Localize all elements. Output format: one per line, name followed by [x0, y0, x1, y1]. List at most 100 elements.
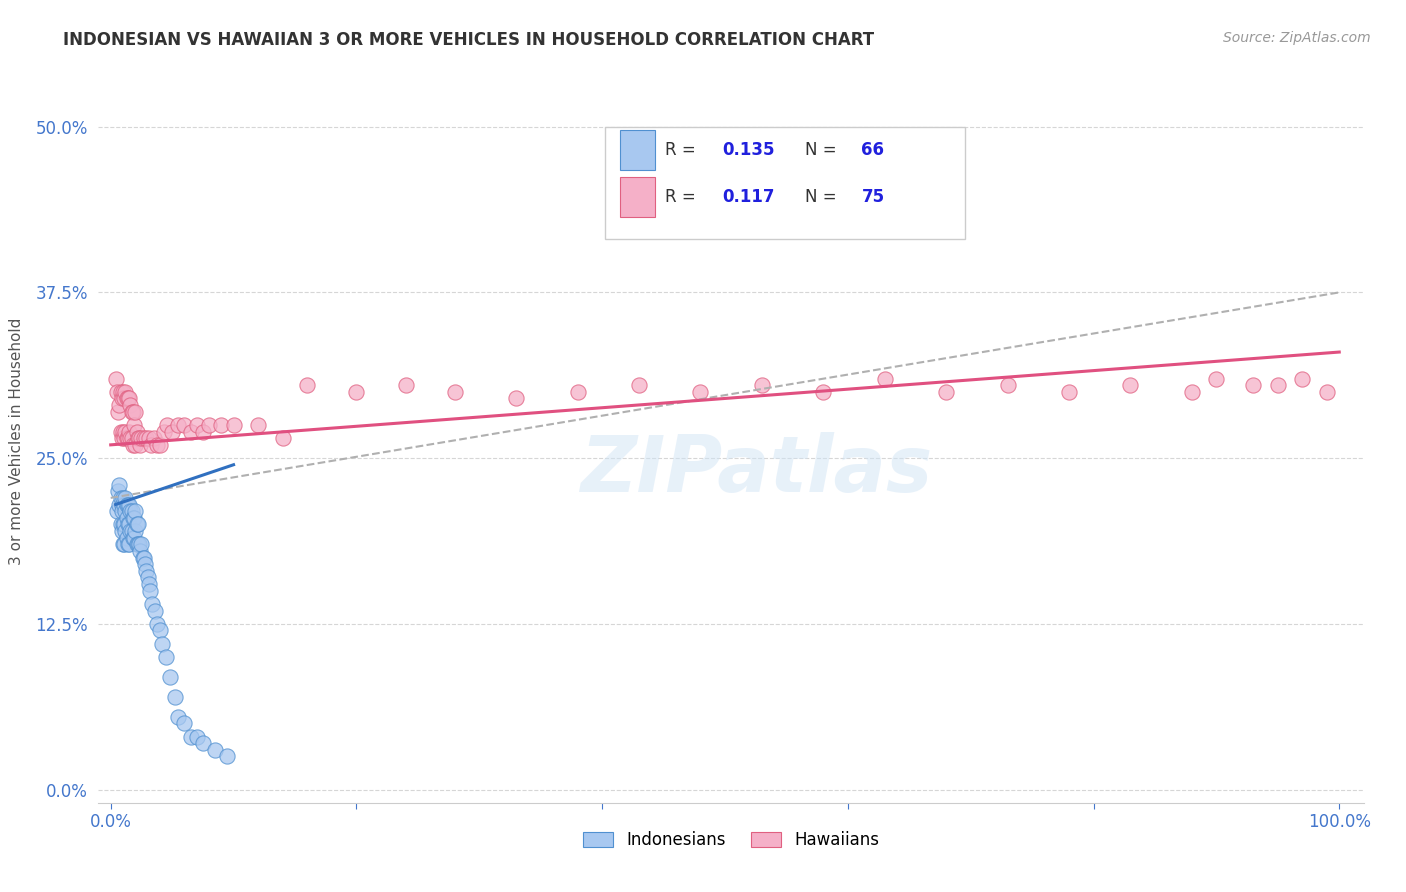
Point	[163, 690, 186, 704]
Point	[443, 384, 465, 399]
Point	[114, 384, 136, 399]
Point	[117, 392, 139, 406]
Point	[180, 730, 202, 744]
Point	[104, 371, 127, 385]
Text: 66: 66	[862, 141, 884, 159]
Point	[120, 504, 142, 518]
Point	[222, 417, 245, 432]
Point	[105, 504, 128, 518]
Point	[1119, 378, 1142, 392]
Point	[127, 517, 149, 532]
Point	[167, 417, 190, 432]
Point	[120, 524, 142, 538]
Text: N =: N =	[804, 188, 841, 206]
Point	[135, 431, 157, 445]
Point	[129, 544, 152, 558]
Point	[114, 491, 136, 505]
Point	[115, 392, 138, 406]
Point	[120, 398, 142, 412]
Point	[117, 431, 139, 445]
Point	[191, 736, 214, 750]
Point	[155, 650, 177, 665]
Point	[111, 392, 134, 406]
Point	[173, 716, 195, 731]
Point	[146, 438, 169, 452]
Point	[112, 517, 135, 532]
Point	[344, 384, 367, 399]
Text: 0.135: 0.135	[723, 141, 775, 159]
Point	[136, 570, 159, 584]
Point	[128, 537, 150, 551]
Point	[997, 378, 1019, 392]
Point	[108, 477, 131, 491]
Point	[131, 431, 153, 445]
Point	[627, 378, 650, 392]
Point	[125, 517, 148, 532]
Text: R =: R =	[665, 188, 702, 206]
Point	[167, 709, 190, 723]
Y-axis label: 3 or more Vehicles in Household: 3 or more Vehicles in Household	[10, 318, 24, 566]
Point	[111, 425, 134, 439]
Point	[751, 378, 773, 392]
Point	[110, 384, 132, 399]
Point	[1057, 384, 1080, 399]
Point	[121, 405, 143, 419]
Point	[118, 392, 141, 406]
Point	[110, 491, 132, 505]
FancyBboxPatch shape	[620, 178, 655, 217]
Point	[813, 384, 835, 399]
Point	[117, 537, 139, 551]
Point	[111, 517, 134, 532]
Point	[112, 431, 135, 445]
Text: ZIPatlas: ZIPatlas	[581, 433, 932, 508]
Point	[138, 431, 160, 445]
Point	[115, 531, 138, 545]
Point	[394, 378, 416, 392]
Point	[122, 510, 145, 524]
Point	[121, 524, 143, 538]
Point	[132, 550, 155, 565]
Point	[117, 517, 139, 532]
Point	[141, 438, 163, 452]
Point	[118, 498, 141, 512]
Point	[108, 398, 131, 412]
Point	[112, 537, 135, 551]
Point	[134, 557, 156, 571]
Point	[115, 431, 138, 445]
Point	[935, 384, 957, 399]
Point	[156, 417, 179, 432]
Point	[112, 392, 135, 406]
Point	[142, 431, 165, 445]
Point	[139, 583, 162, 598]
Point	[110, 517, 132, 532]
Point	[1267, 378, 1289, 392]
Point	[111, 504, 134, 518]
Point	[121, 405, 143, 419]
Point	[186, 417, 208, 432]
Point	[121, 504, 143, 518]
Point	[121, 431, 143, 445]
Point	[209, 417, 232, 432]
Point	[143, 603, 166, 617]
Point	[131, 550, 153, 565]
Point	[1181, 384, 1204, 399]
Point	[118, 517, 141, 532]
Point	[111, 524, 134, 538]
Point	[124, 504, 146, 518]
Point	[118, 425, 141, 439]
Point	[173, 417, 195, 432]
Point	[128, 431, 150, 445]
Point	[247, 417, 270, 432]
Point	[111, 491, 134, 505]
FancyBboxPatch shape	[605, 128, 966, 239]
Point	[124, 438, 146, 452]
Point	[127, 431, 149, 445]
Point	[124, 524, 146, 538]
Point	[114, 425, 136, 439]
Point	[217, 749, 239, 764]
Point	[1316, 384, 1339, 399]
Legend: Indonesians, Hawaiians: Indonesians, Hawaiians	[576, 824, 886, 856]
Point	[115, 498, 138, 512]
Text: 0.117: 0.117	[723, 188, 775, 206]
Point	[149, 624, 172, 638]
